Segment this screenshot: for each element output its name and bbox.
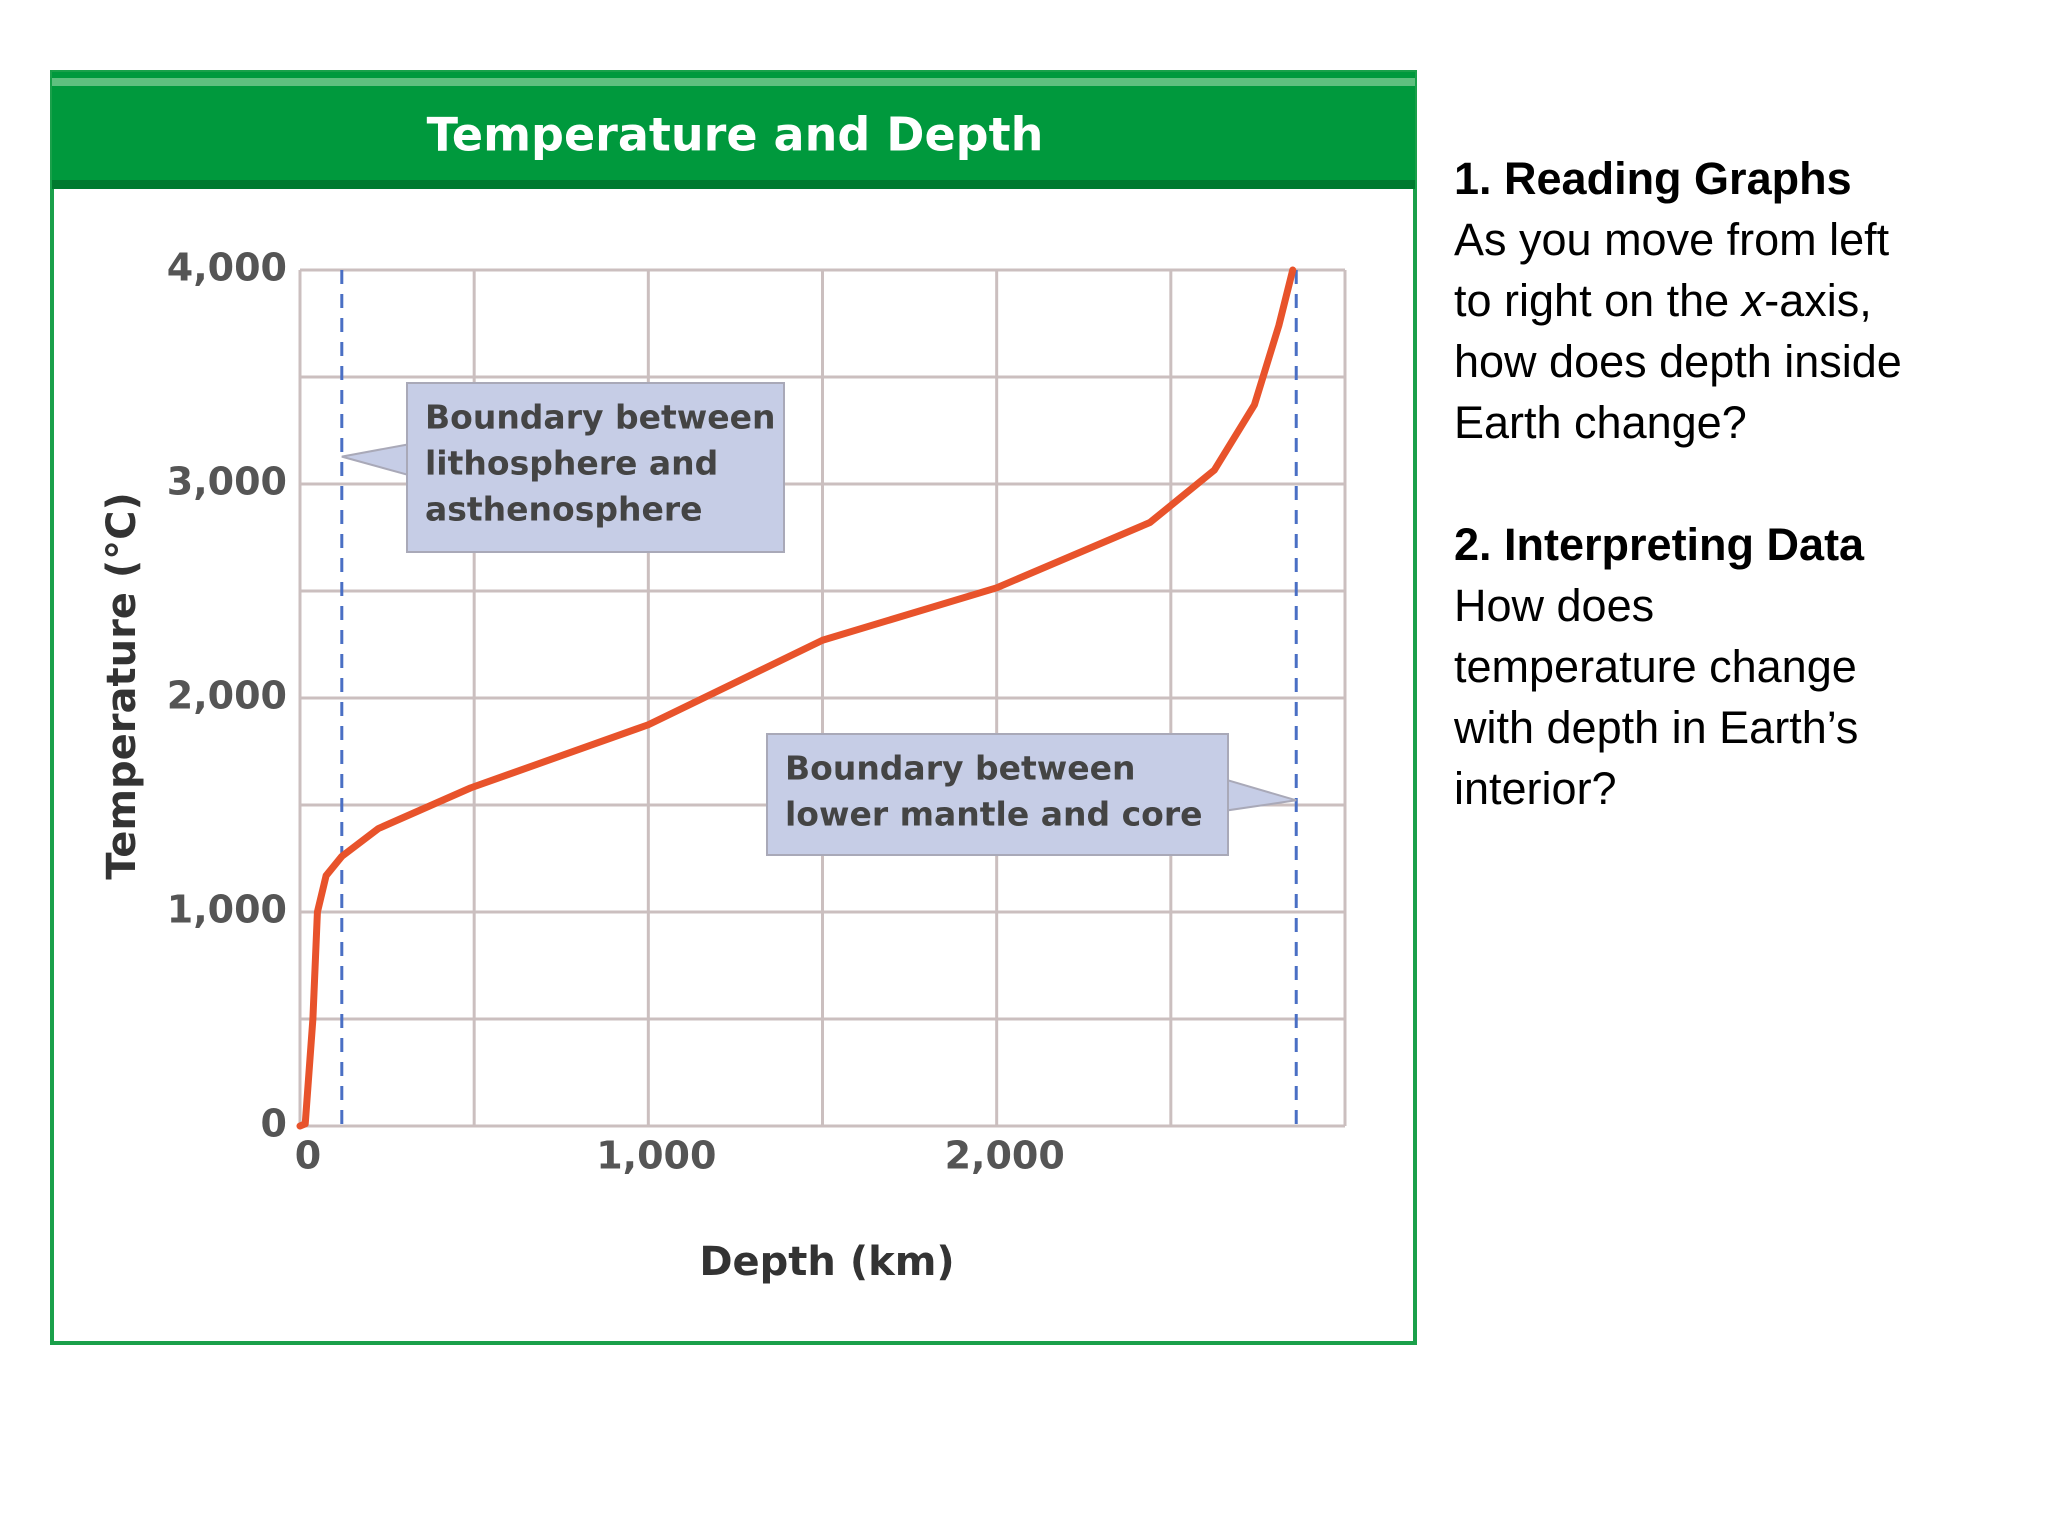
text-italic: x [1741, 275, 1765, 326]
y-tick-label: 1,000 [167, 888, 287, 932]
y-tick-label: 0 [261, 1102, 287, 1146]
questions: 1. Reading Graphs As you move from left to… [1454, 148, 2034, 880]
question-heading: 2. Interpreting Data [1454, 519, 1865, 570]
question: 1. Reading Graphs As you move from left to… [1454, 148, 2034, 453]
question-line: with depth in Earth’s [1454, 702, 1859, 753]
annotation-text: asthenosphere [425, 490, 703, 529]
x-tick-label: 2,000 [945, 1134, 1065, 1178]
header-stripe [52, 78, 1415, 86]
y-tick-label: 4,000 [167, 246, 287, 290]
y-tick-label: 2,000 [167, 674, 287, 718]
x-axis-label: Depth (km) [699, 1239, 954, 1285]
question-line: Earth change? [1454, 397, 1747, 448]
question-line: to right on the x-axis, [1454, 270, 2034, 331]
annotation-text: lithosphere and [425, 444, 718, 483]
header-shadow [52, 180, 1415, 189]
y-axis-label: Temperature (°C) [99, 492, 145, 880]
x-tick-label: 1,000 [596, 1134, 716, 1178]
question-line: interior? [1454, 763, 1617, 814]
y-tick-label: 3,000 [167, 460, 287, 504]
question-line: how does depth inside [1454, 336, 1902, 387]
annotation-pointer [1227, 778, 1297, 812]
question: 2. Interpreting Data How does temperature … [1454, 514, 2034, 819]
header-band [52, 72, 1415, 189]
annotation-text: Boundary between [425, 398, 776, 437]
annotation-box [766, 733, 1229, 856]
annotation-text: lower mantle and core [785, 795, 1202, 834]
question-line: How does [1454, 580, 1655, 631]
question-heading: 1. Reading Graphs [1454, 153, 1852, 204]
question-line: temperature change [1454, 641, 1857, 692]
annotation-pointer [341, 443, 408, 476]
annotation-text: Boundary between [785, 749, 1136, 788]
text: -axis, [1764, 275, 1872, 326]
question-line: As you move from left [1454, 214, 1890, 265]
chart-frame [50, 70, 1417, 1345]
text: to right on the [1454, 275, 1742, 326]
chart-title: Temperature and Depth [427, 108, 1044, 162]
data-line [296, 266, 1297, 1130]
x-tick-label: 0 [295, 1134, 321, 1178]
